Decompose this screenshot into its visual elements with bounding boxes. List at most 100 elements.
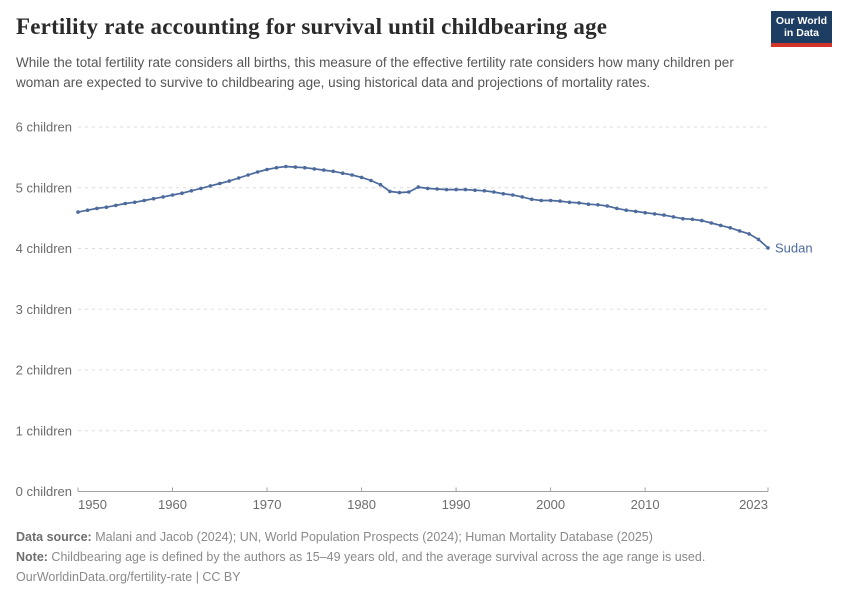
y-axis-label: 1 children	[16, 423, 72, 438]
data-point[interactable]	[340, 171, 345, 175]
data-point[interactable]	[747, 232, 751, 236]
data-point[interactable]	[633, 209, 638, 214]
x-axis-label: 1960	[158, 497, 187, 512]
data-point[interactable]	[586, 202, 591, 206]
data-point[interactable]	[388, 189, 392, 194]
owid-logo-line2: in Data	[783, 27, 819, 39]
data-point[interactable]	[766, 246, 770, 250]
data-point[interactable]	[567, 200, 572, 205]
data-point[interactable]	[208, 184, 213, 188]
data-point[interactable]	[624, 208, 628, 212]
data-point[interactable]	[255, 170, 260, 174]
owid-logo-line1: Our World	[775, 15, 828, 27]
data-point[interactable]	[95, 206, 99, 211]
y-axis-label: 0 children	[16, 484, 72, 499]
data-point[interactable]	[558, 199, 562, 203]
data-point[interactable]	[161, 195, 165, 199]
data-point[interactable]	[416, 185, 421, 189]
data-point[interactable]	[728, 226, 732, 230]
data-point[interactable]	[529, 197, 534, 202]
series-line[interactable]	[77, 165, 769, 249]
x-axis-label: 1980	[347, 497, 376, 512]
data-point[interactable]	[227, 179, 231, 183]
y-axis-label: 2 children	[16, 363, 72, 378]
footer-note-label: Note:	[16, 550, 48, 564]
data-point[interactable]	[473, 188, 477, 192]
data-point[interactable]	[511, 193, 515, 197]
data-point[interactable]	[652, 212, 657, 216]
x-axis-label: 1990	[442, 497, 471, 512]
data-point[interactable]	[189, 189, 194, 193]
data-point[interactable]	[718, 223, 723, 228]
data-point[interactable]	[114, 203, 118, 208]
data-point[interactable]	[284, 164, 288, 169]
data-point[interactable]	[104, 205, 109, 209]
data-point[interactable]	[170, 193, 175, 197]
footer-data-source-text: Malani and Jacob (2024); UN, World Popul…	[91, 530, 653, 544]
data-point[interactable]	[700, 218, 704, 223]
data-point[interactable]	[236, 176, 241, 180]
data-point[interactable]	[425, 186, 430, 191]
data-point[interactable]	[123, 201, 128, 206]
footer-data-source: Data source: Malani and Jacob (2024); UN…	[16, 527, 816, 547]
data-point[interactable]	[492, 190, 496, 194]
data-point[interactable]	[596, 203, 600, 207]
data-point[interactable]	[369, 178, 373, 183]
data-point[interactable]	[312, 167, 317, 171]
data-point[interactable]	[151, 196, 156, 201]
data-point[interactable]	[690, 217, 695, 222]
data-point[interactable]	[501, 192, 506, 196]
data-point[interactable]	[303, 165, 307, 170]
y-axis-label: 4 children	[16, 241, 72, 256]
series-end-label[interactable]: Sudan	[775, 240, 813, 255]
data-point[interactable]	[397, 190, 402, 195]
data-point[interactable]	[548, 198, 553, 203]
data-point[interactable]	[350, 173, 354, 177]
data-point[interactable]	[756, 237, 761, 242]
data-point[interactable]	[520, 195, 524, 199]
data-point[interactable]	[671, 215, 676, 219]
footer-note-text: Childbearing age is defined by the autho…	[47, 550, 706, 564]
data-point[interactable]	[615, 206, 619, 211]
data-point[interactable]	[293, 165, 298, 169]
data-point[interactable]	[643, 210, 647, 215]
data-point[interactable]	[378, 182, 383, 187]
data-point[interactable]	[218, 181, 222, 186]
owid-logo[interactable]: Our World in Data	[771, 11, 832, 47]
data-point[interactable]	[454, 187, 458, 192]
data-point[interactable]	[246, 173, 250, 177]
data-point[interactable]	[737, 229, 742, 233]
x-axis-label: 2010	[631, 497, 660, 512]
page-title: Fertility rate accounting for survival u…	[16, 14, 608, 39]
data-point[interactable]	[274, 165, 279, 170]
data-point[interactable]	[435, 187, 440, 191]
data-point[interactable]	[359, 175, 364, 180]
data-point[interactable]	[85, 208, 90, 212]
data-point[interactable]	[132, 200, 137, 205]
series-sudan[interactable]: Sudan	[76, 164, 813, 256]
data-point[interactable]	[681, 216, 685, 221]
data-point[interactable]	[709, 221, 714, 225]
data-point[interactable]	[605, 204, 610, 208]
x-axis-label: 1950	[78, 497, 107, 512]
data-point[interactable]	[539, 198, 543, 203]
data-point[interactable]	[76, 210, 80, 214]
data-point[interactable]	[463, 187, 468, 192]
footer-note: Note: Childbearing age is defined by the…	[16, 547, 816, 567]
data-point[interactable]	[577, 201, 581, 205]
data-point[interactable]	[180, 191, 184, 195]
data-point[interactable]	[662, 213, 666, 217]
y-axis-label: 5 children	[16, 180, 72, 195]
data-point[interactable]	[322, 168, 326, 172]
data-point[interactable]	[142, 198, 146, 203]
data-point[interactable]	[407, 190, 411, 194]
chart-subtitle: While the total fertility rate considers…	[16, 55, 734, 90]
x-axis-label: 1970	[253, 497, 282, 512]
data-point[interactable]	[199, 186, 203, 191]
data-point[interactable]	[331, 169, 336, 174]
data-point[interactable]	[482, 189, 487, 193]
footer-link[interactable]: OurWorldinData.org/fertility-rate | CC B…	[16, 570, 241, 584]
data-point[interactable]	[444, 187, 449, 192]
data-point[interactable]	[265, 167, 269, 172]
